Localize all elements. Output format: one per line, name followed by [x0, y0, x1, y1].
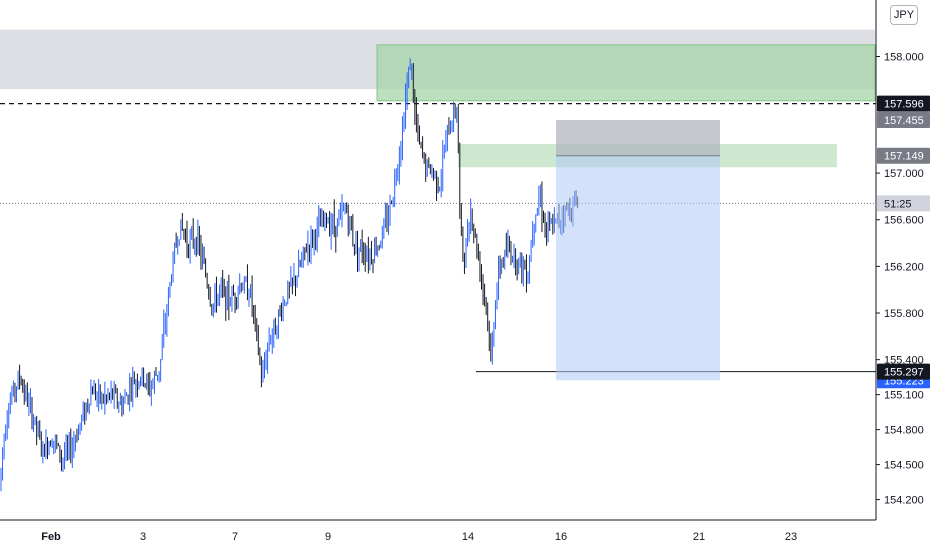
price-tick-labels: 158.000 157.000 156.600 156.200 155.800 155.4… [876, 52, 924, 507]
time-tick-label: Feb [41, 531, 61, 543]
supply-zone-high-border [376, 44, 876, 102]
time-tick-label: 16 [555, 531, 567, 543]
tag-157149: 157.149 [877, 147, 930, 164]
time-tick-label: 9 [325, 531, 331, 543]
tag-155297: 155.297 [877, 363, 930, 380]
time-tick-label: 21 [693, 531, 705, 543]
tag-157596-label: 157.596 [884, 99, 924, 111]
tag-155297-label: 155.297 [884, 367, 924, 379]
price-axis-bg [876, 0, 932, 518]
time-tick-label: 23 [785, 531, 797, 543]
zones-layer [0, 29, 876, 168]
tag-countdown-bg [877, 195, 930, 212]
price-tick-label: 157.000 [884, 168, 924, 180]
price-tick-label: 155.100 [884, 390, 924, 402]
time-tick-label: 7 [232, 531, 238, 543]
stop-loss-zone[interactable] [556, 120, 720, 156]
time-axis[interactable]: Feb 3 7 9 14 16 21 23 [0, 519, 876, 543]
tag-157149-bg [877, 147, 930, 164]
price-bars [0, 58, 579, 492]
supply-zone-high[interactable] [377, 44, 875, 101]
price-tick-label: 156.600 [884, 215, 924, 227]
price-tick-label: 154.200 [884, 495, 924, 507]
price-tick-label: 154.800 [884, 425, 924, 437]
tag-157455-label: 157.455 [884, 115, 924, 127]
tag-countdown: 51:25 [877, 195, 930, 212]
tag-157149-label: 157.149 [884, 151, 924, 163]
time-tick-label: 14 [462, 531, 474, 543]
price-tick-label: 156.200 [884, 261, 924, 273]
currency-button[interactable]: JPY [890, 5, 918, 25]
tag-157455: 157.455 [877, 112, 930, 129]
levels-layer [0, 103, 876, 373]
price-tick-label: 154.500 [884, 460, 924, 472]
tag-countdown-label: 51:25 [884, 198, 912, 210]
price-axis[interactable] [875, 0, 932, 520]
price-tick-label: 155.400 [884, 355, 924, 367]
tag-157596-bg [877, 95, 930, 112]
take-profit-zone[interactable] [556, 155, 720, 381]
price-tick-label: 155.800 [884, 308, 924, 320]
time-tick-label: 3 [140, 531, 146, 543]
tag-157596: 157.596 [877, 95, 930, 112]
position-tool[interactable] [556, 120, 720, 381]
tag-157455-bg [877, 112, 930, 129]
price-tick-label: 158.000 [884, 52, 924, 64]
tag-155297-bg [877, 363, 930, 380]
